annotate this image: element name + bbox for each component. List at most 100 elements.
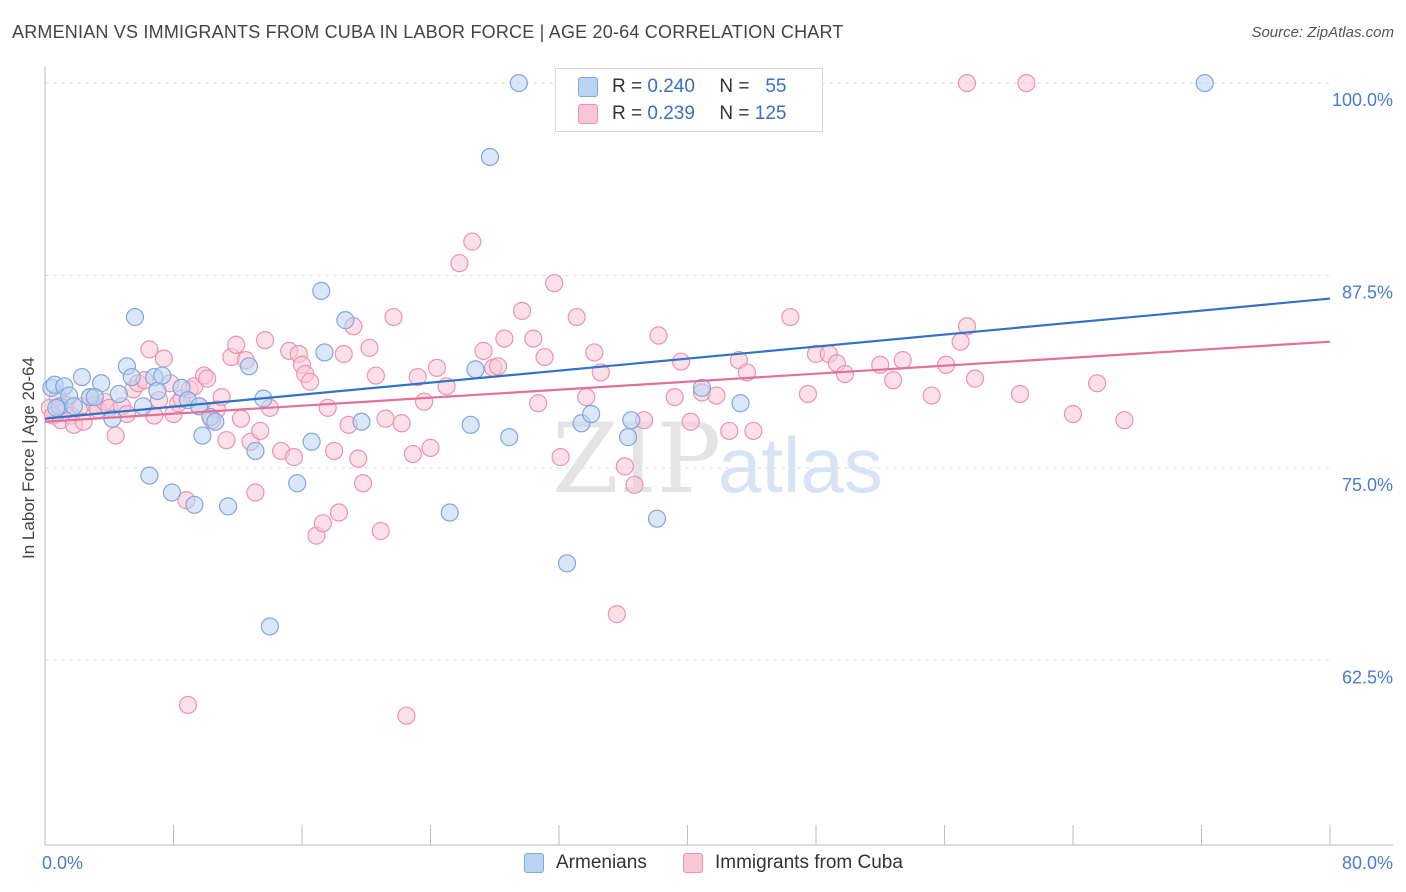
cuba-point: [893, 351, 912, 370]
armenians-point: [302, 432, 321, 451]
y-tick-label: 100.0%: [1332, 90, 1393, 110]
armenians-point: [692, 378, 712, 397]
cuba-point: [1010, 384, 1030, 404]
armenians-point: [647, 509, 667, 528]
armenians-point: [288, 474, 307, 493]
armenians-point: [557, 554, 577, 573]
armenians-point: [315, 343, 334, 362]
armenians-point: [140, 466, 159, 485]
cuba-point: [251, 421, 270, 441]
correlation-legend: R = 0.240 N = 55 R = 0.239 N = 125: [555, 68, 823, 132]
legend-item-armenians: Armenians: [524, 852, 647, 874]
armenians-point: [622, 411, 641, 430]
legend-r-value: 0.239: [647, 103, 695, 124]
cuba-point: [255, 331, 275, 350]
cuba-point: [392, 414, 411, 433]
cuba-point: [529, 394, 548, 413]
cuba-point: [744, 421, 763, 441]
cuba-point: [227, 335, 246, 354]
watermark-atlas: atlas: [718, 421, 883, 509]
cuba-point: [463, 232, 482, 251]
legend-swatch-cuba: [683, 853, 703, 873]
cuba-point: [835, 364, 855, 384]
armenians-point: [500, 428, 519, 447]
y-tick-label: 62.5%: [1342, 667, 1393, 687]
cuba-point: [720, 421, 739, 441]
cuba-point: [681, 412, 700, 431]
armenians-point: [731, 394, 750, 413]
cuba-point: [403, 444, 422, 464]
legend-swatch-armenians: [578, 77, 598, 97]
armenians-point: [85, 387, 104, 407]
armenians-point: [618, 428, 638, 447]
cuba-point: [474, 341, 493, 361]
legend-row-armenians: R = 0.240 N = 55: [578, 75, 786, 99]
cuba-point: [334, 344, 353, 364]
cuba-point: [535, 347, 554, 367]
axes: [44, 67, 1393, 846]
cuba-point: [707, 386, 726, 405]
legend-swatch-armenians: [524, 853, 544, 873]
cuba-point: [1087, 374, 1107, 393]
armenians-point: [133, 397, 153, 416]
series-armenians-points: [42, 73, 1214, 636]
armenians-point: [582, 404, 601, 424]
cuba-point: [649, 326, 668, 345]
legend-label-armenians: Armenians: [556, 852, 647, 873]
y-tick-label: 87.5%: [1342, 282, 1393, 302]
cuba-point: [313, 514, 332, 533]
cuba-point: [154, 349, 173, 368]
cuba-point: [318, 398, 337, 417]
cuba-point: [512, 301, 532, 320]
armenians-point: [47, 398, 66, 417]
cuba-point: [671, 352, 691, 371]
cuba-point: [360, 338, 379, 357]
cuba-point: [607, 605, 626, 624]
cuba-point: [781, 307, 800, 327]
legend-r-value: 0.240: [647, 76, 695, 97]
legend-n-value: 125: [754, 103, 787, 124]
cuba-point: [353, 474, 373, 493]
cuba-point: [965, 369, 985, 388]
cuba-point: [615, 457, 634, 476]
y-tick-labels: 100.0% 87.5% 75.0% 62.5%: [1332, 90, 1393, 687]
armenians-point: [480, 147, 500, 167]
cuba-point: [349, 449, 368, 468]
cuba-point: [450, 254, 469, 273]
legend-label-cuba: Immigrants from Cuba: [715, 852, 903, 873]
x-tick-labels: 0.0% 80.0%: [42, 853, 1393, 873]
armenians-point: [153, 366, 172, 385]
legend-swatch-cuba: [578, 104, 598, 124]
cuba-point: [625, 475, 644, 494]
cuba-point: [366, 366, 385, 385]
cuba-point: [384, 307, 403, 327]
cuba-point: [1115, 411, 1134, 430]
cuba-point: [798, 384, 818, 404]
cuba-point: [957, 73, 977, 93]
cuba-point: [1017, 73, 1036, 93]
cuba-point: [408, 367, 427, 387]
armenians-point: [109, 384, 128, 404]
cuba-point: [325, 441, 344, 461]
cuba-point: [922, 386, 941, 405]
cuba-point: [1063, 404, 1083, 424]
armenians-point: [239, 357, 259, 376]
armenians-point: [509, 73, 528, 93]
source-credit: Source: ZipAtlas.com: [1251, 24, 1394, 41]
cuba-point: [231, 409, 251, 428]
cuba-point: [488, 357, 508, 376]
cuba-point: [567, 307, 586, 327]
armenians-point: [122, 367, 141, 387]
armenians-point: [260, 617, 279, 636]
armenians-point: [162, 483, 181, 502]
cuba-point: [495, 329, 514, 348]
cuba-point: [106, 426, 125, 445]
cuba-point: [178, 695, 198, 715]
cuba-point: [300, 372, 320, 391]
x-tick-label: 80.0%: [1342, 853, 1393, 873]
armenians-point: [336, 311, 355, 330]
trend-line-armenians: [44, 297, 1331, 420]
armenians-point: [312, 281, 331, 300]
legend-n-label: N =: [719, 76, 750, 97]
